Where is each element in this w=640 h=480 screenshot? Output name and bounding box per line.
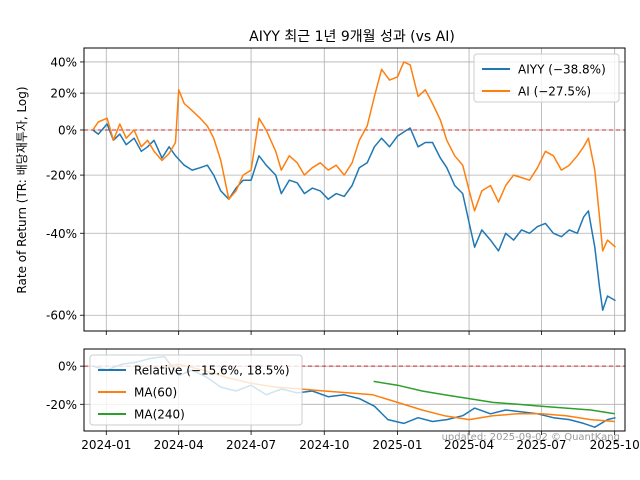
footer-note: updated: 2025-09-02 © QuantKang [442,432,620,443]
legend-box [473,53,620,103]
relative-legend: Relative (−15.6%, 18.5%) MA(60) MA(240) [89,354,303,426]
y-tick-label: -20% [46,169,77,183]
y-tick-label: -40% [46,227,77,241]
main-legend: AIYY (−38.8%) AI (−27.5%) [473,53,620,103]
y-tick-label: 20% [50,87,77,101]
legend-entry: Relative (−15.6%, 18.5%) [134,364,290,378]
y-tick-label: 40% [50,55,77,69]
y-tick-label: 0% [58,360,77,374]
series-line-3 [373,380,615,415]
main-plot-frame [83,47,626,332]
x-tick-label: 2025-04 [444,438,494,452]
x-tick-label: 2024-10 [299,438,349,452]
chart-title: AIYY 최근 1년 9개월 성과 (vs AI) [249,29,455,45]
x-tick-label: 2024-04 [154,438,204,452]
relative-y-ticks: 0% -20% [46,360,84,412]
x-tick-label: 2024-01 [81,438,131,452]
main-y-ticks: 40% 20% 0% -20% -40% -60% [46,55,84,323]
main-series-lines [92,61,616,311]
x-tick-label: 2025-07 [516,438,566,452]
legend-entry: AI (−27.5%) [518,85,591,99]
series-line-2 [92,61,616,252]
relative-x-ticks: 2024-01 2024-04 2024-07 2024-10 2025-01 2025-… [81,431,640,452]
legend-entry: MA(60) [134,386,177,400]
legend-entry: MA(240) [134,408,185,422]
y-axis-label: Rate of Return (TR: 배당재투자, Log) [15,86,29,293]
x-tick-label: 2025-01 [372,438,422,452]
main-panel: AIYY 최근 1년 9개월 성과 (vs AI) 40% 20% 0% -20% -4… [15,29,626,335]
series-line-1 [92,123,616,311]
relative-plot-frame [83,348,626,432]
main-x-ticks [105,331,616,335]
x-tick-label: 2025-10 [590,438,640,452]
legend-box [89,354,303,426]
y-tick-label: -20% [46,398,77,412]
y-tick-label: 0% [58,123,77,137]
x-tick-label: 2024-07 [226,438,276,452]
y-tick-label: -60% [46,309,77,323]
legend-entry: AIYY (−38.8%) [518,63,606,77]
relative-panel: Relative (−15.6%, 18.5%) MA(60) MA(240) 0%… [46,348,640,452]
